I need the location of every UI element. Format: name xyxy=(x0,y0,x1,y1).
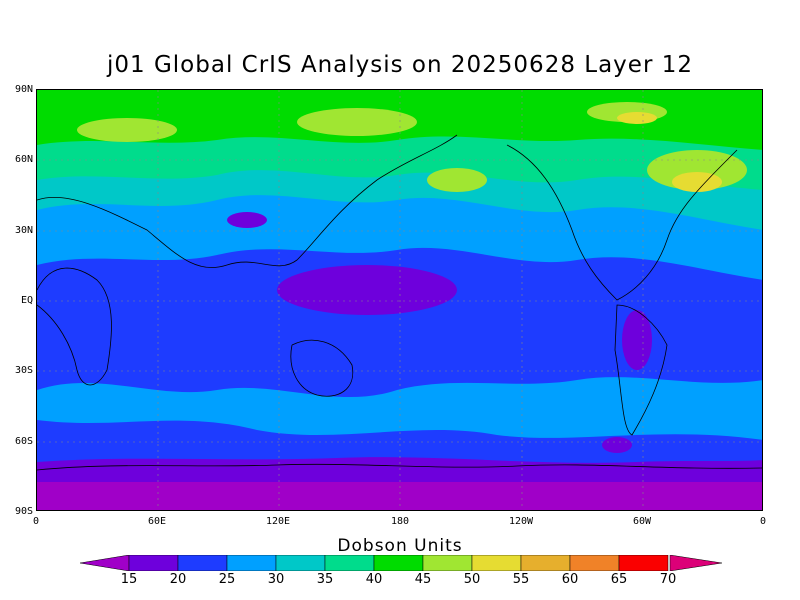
lat-label-60n: 60N xyxy=(14,154,33,165)
colorbar-label: 70 xyxy=(659,572,677,587)
lat-label-60s: 60S xyxy=(14,436,33,447)
tropical-low xyxy=(227,212,267,228)
lon-label-0-right: 0 xyxy=(759,516,767,527)
colorbar-label: 50 xyxy=(463,572,481,587)
colorbar-cell xyxy=(177,555,228,571)
tropical-low xyxy=(277,265,457,315)
lat-label-eq: EQ xyxy=(20,295,33,306)
colorbar-label: 30 xyxy=(267,572,285,587)
lat-label-90s: 90S xyxy=(14,506,33,517)
colorbar-title: Dobson Units xyxy=(337,536,463,556)
ozone-map xyxy=(36,89,763,511)
colorbar xyxy=(80,555,722,571)
colorbar-cell xyxy=(618,555,669,571)
lon-label-60w: 60W xyxy=(632,516,652,527)
lon-label-0: 0 xyxy=(32,516,40,527)
colorbar-cell xyxy=(422,555,473,571)
tropical-low xyxy=(602,437,632,453)
lat-label-30s: 30S xyxy=(14,365,33,376)
colorbar-cell xyxy=(324,555,375,571)
colorbar-label: 45 xyxy=(414,572,432,587)
colorbar-label: 35 xyxy=(316,572,334,587)
colorbar-cell xyxy=(373,555,424,571)
colorbar-label: 55 xyxy=(512,572,530,587)
gridlines xyxy=(37,90,762,510)
high-patch xyxy=(77,118,177,142)
lon-label-60e: 60E xyxy=(147,516,167,527)
lat-label-90n: 90N xyxy=(14,84,33,95)
high-patch xyxy=(427,168,487,192)
lat-label-30n: 30N xyxy=(14,225,33,236)
colorbar-cell xyxy=(275,555,326,571)
colorbar-label: 25 xyxy=(218,572,236,587)
lon-label-120e: 120E xyxy=(265,516,291,527)
colorbar-cell xyxy=(226,555,277,571)
ozone-field xyxy=(37,90,762,510)
colorbar-cell xyxy=(520,555,571,571)
colorbar-label: 20 xyxy=(169,572,187,587)
lon-label-120w: 120W xyxy=(508,516,534,527)
peak-patch xyxy=(672,172,722,192)
high-patch xyxy=(297,108,417,136)
colorbar-right-arrow xyxy=(669,555,722,571)
colorbar-label: 40 xyxy=(365,572,383,587)
colorbar-label: 15 xyxy=(120,572,138,587)
tropical-low xyxy=(622,310,652,370)
peak-patch xyxy=(617,112,657,124)
colorbar-left-arrow xyxy=(80,555,130,571)
chart-title: j01 Global CrIS Analysis on 20250628 Lay… xyxy=(107,52,693,78)
lon-label-180: 180 xyxy=(390,516,410,527)
southern-band-inner xyxy=(37,420,762,462)
colorbar-cell xyxy=(471,555,522,571)
colorbar-label: 60 xyxy=(561,572,579,587)
coastlines xyxy=(37,134,762,471)
colorbar-cell xyxy=(128,555,179,571)
colorbar-cell xyxy=(569,555,620,571)
colorbar-label: 65 xyxy=(610,572,628,587)
